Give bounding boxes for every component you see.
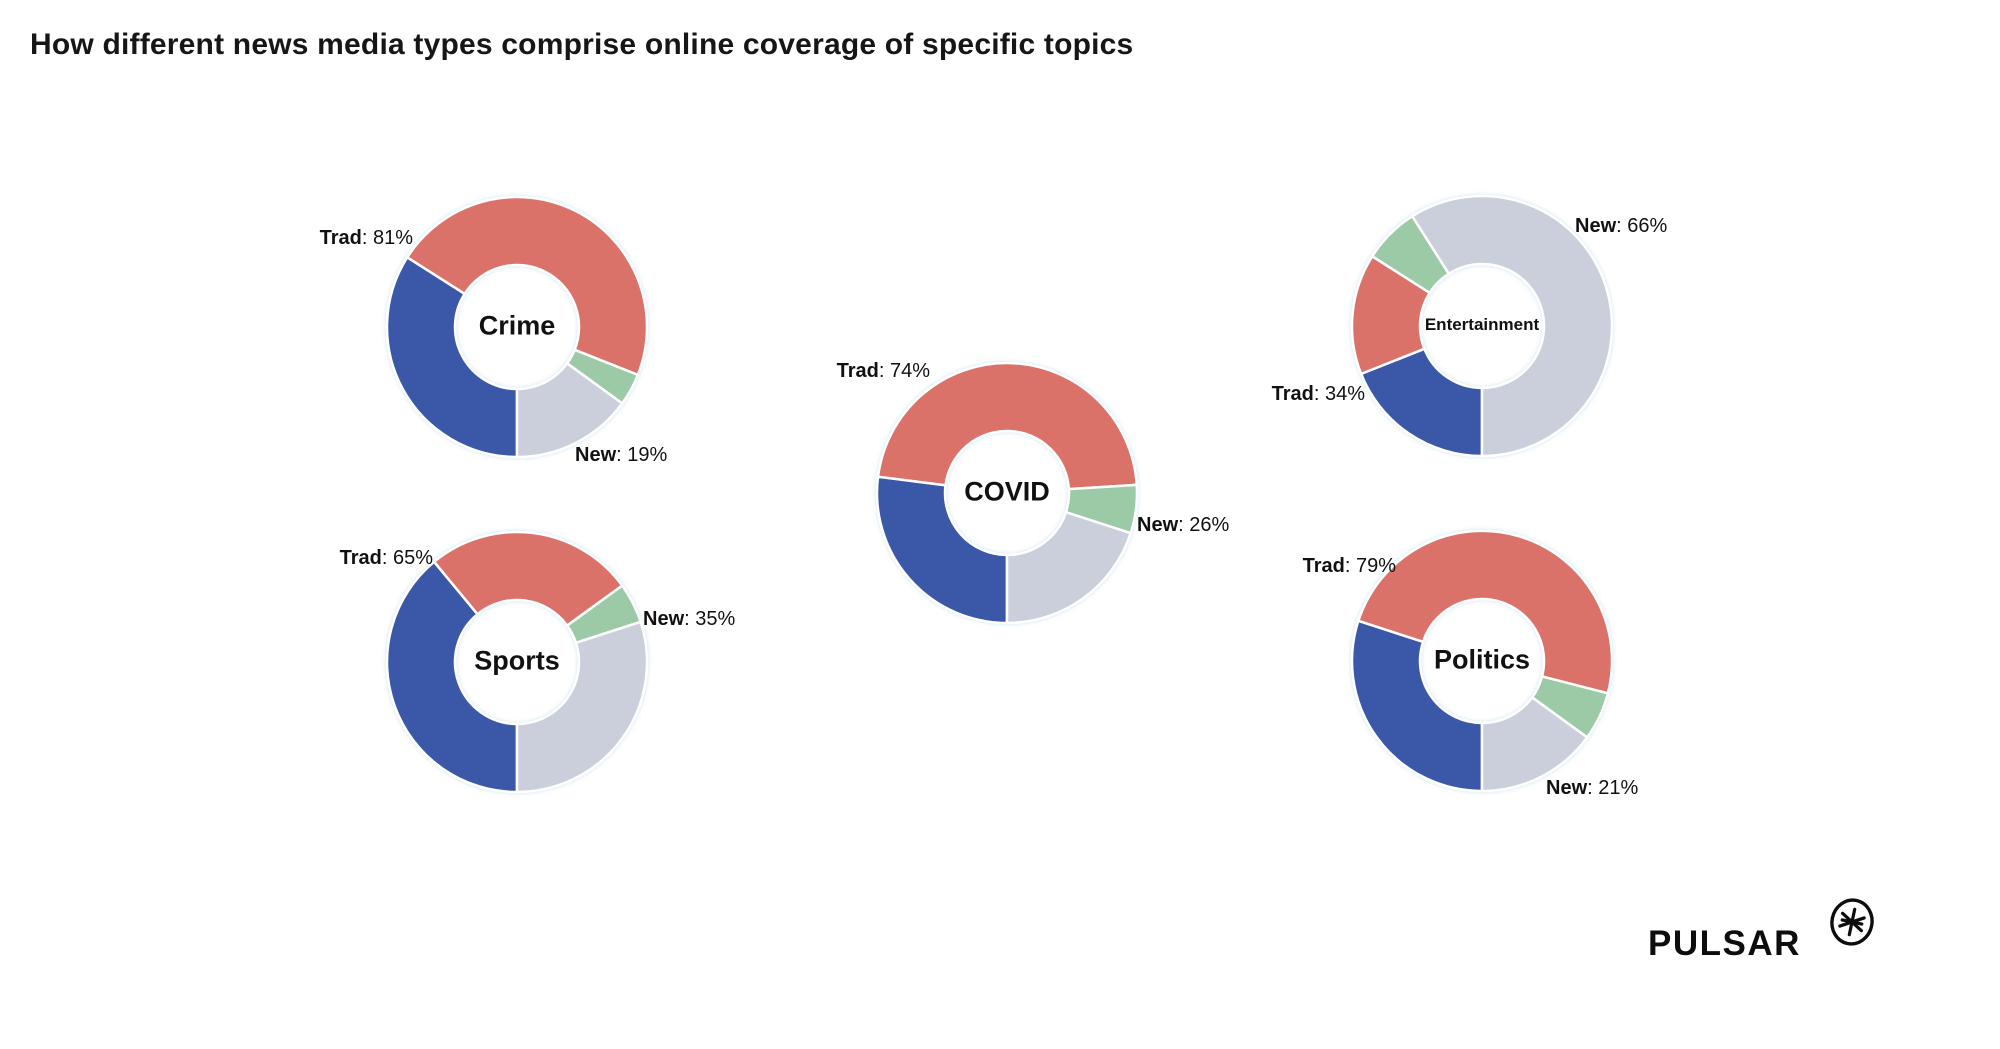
trad-value: : 79% [1344,555,1396,577]
new-share-label-sports: New: 35% [643,607,735,631]
trad-share-label-crime: Trad: 81% [293,226,413,250]
donut-chart-crime: Crime [377,187,657,467]
donut-rings-politics [1350,529,1614,793]
new-share-label-entertainment: New: 66% [1575,214,1667,238]
new-value: : 21% [1587,777,1639,799]
trad-value: : 65% [381,547,433,569]
new-prefix: New [1546,777,1588,799]
trad-share-label-covid: Trad: 74% [810,359,930,383]
donut-rings-covid [875,361,1139,625]
new-share-label-crime: New: 19% [575,443,667,467]
donut-rings-sports [385,530,649,794]
trad-prefix: Trad [339,547,382,569]
new-value: : 35% [684,608,736,630]
new-prefix: New [575,444,617,466]
donut-chart-covid: COVID [867,353,1147,633]
donut-center-label-covid: COVID [964,476,1050,507]
trad-prefix: Trad [319,227,362,249]
new-share-label-politics: New: 21% [1546,776,1638,800]
circled-asterisk-icon [1830,898,1874,946]
trad-value: : 81% [361,227,413,249]
new-value: : 19% [616,444,668,466]
new-value: : 26% [1178,514,1230,536]
donut-center-label-crime: Crime [478,310,556,341]
trad-value: : 34% [1313,383,1365,405]
donut-center-label-politics: Politics [1433,644,1531,675]
trad-prefix: Trad [836,360,879,382]
donut-rings-entertainment [1350,194,1614,458]
page-title: How different news media types comprise … [30,28,1134,61]
new-value: : 66% [1616,215,1668,237]
trad-prefix: Trad [1302,555,1345,577]
pulsar-logo: PULSAR [1648,896,1888,971]
trad-share-label-entertainment: Trad: 34% [1245,382,1365,406]
trad-share-label-politics: Trad: 79% [1276,554,1396,578]
trad-share-label-sports: Trad: 65% [313,546,433,570]
new-prefix: New [1575,215,1617,237]
donut-chart-entertainment: Entertainment [1342,186,1622,466]
donut-center-label-sports: Sports [474,645,560,676]
new-share-label-covid: New: 26% [1137,513,1229,537]
new-prefix: New [1137,514,1179,536]
donut-center-label-entertainment: Entertainment [1424,315,1540,335]
trad-value: : 74% [878,360,930,382]
trad-prefix: Trad [1271,383,1314,405]
donut-chart-politics: Politics [1342,521,1622,801]
new-prefix: New [643,608,685,630]
pulsar-logo-text: PULSAR [1648,924,1801,963]
donut-chart-sports: Sports [377,522,657,802]
donut-rings-crime [385,195,649,459]
